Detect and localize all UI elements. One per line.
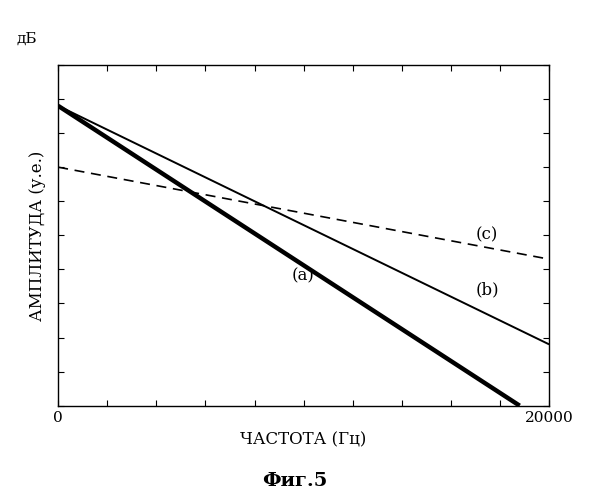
Text: (c): (c) bbox=[476, 227, 498, 244]
Text: (b): (b) bbox=[476, 282, 499, 298]
Y-axis label: АМПЛИТУДА (у.е.): АМПЛИТУДА (у.е.) bbox=[30, 150, 47, 320]
X-axis label: ЧАСТОТА (Гц): ЧАСТОТА (Гц) bbox=[241, 432, 367, 448]
Text: Фиг.5: Фиг.5 bbox=[263, 472, 327, 490]
Text: дБ: дБ bbox=[17, 32, 37, 46]
Text: (a): (a) bbox=[291, 268, 314, 284]
